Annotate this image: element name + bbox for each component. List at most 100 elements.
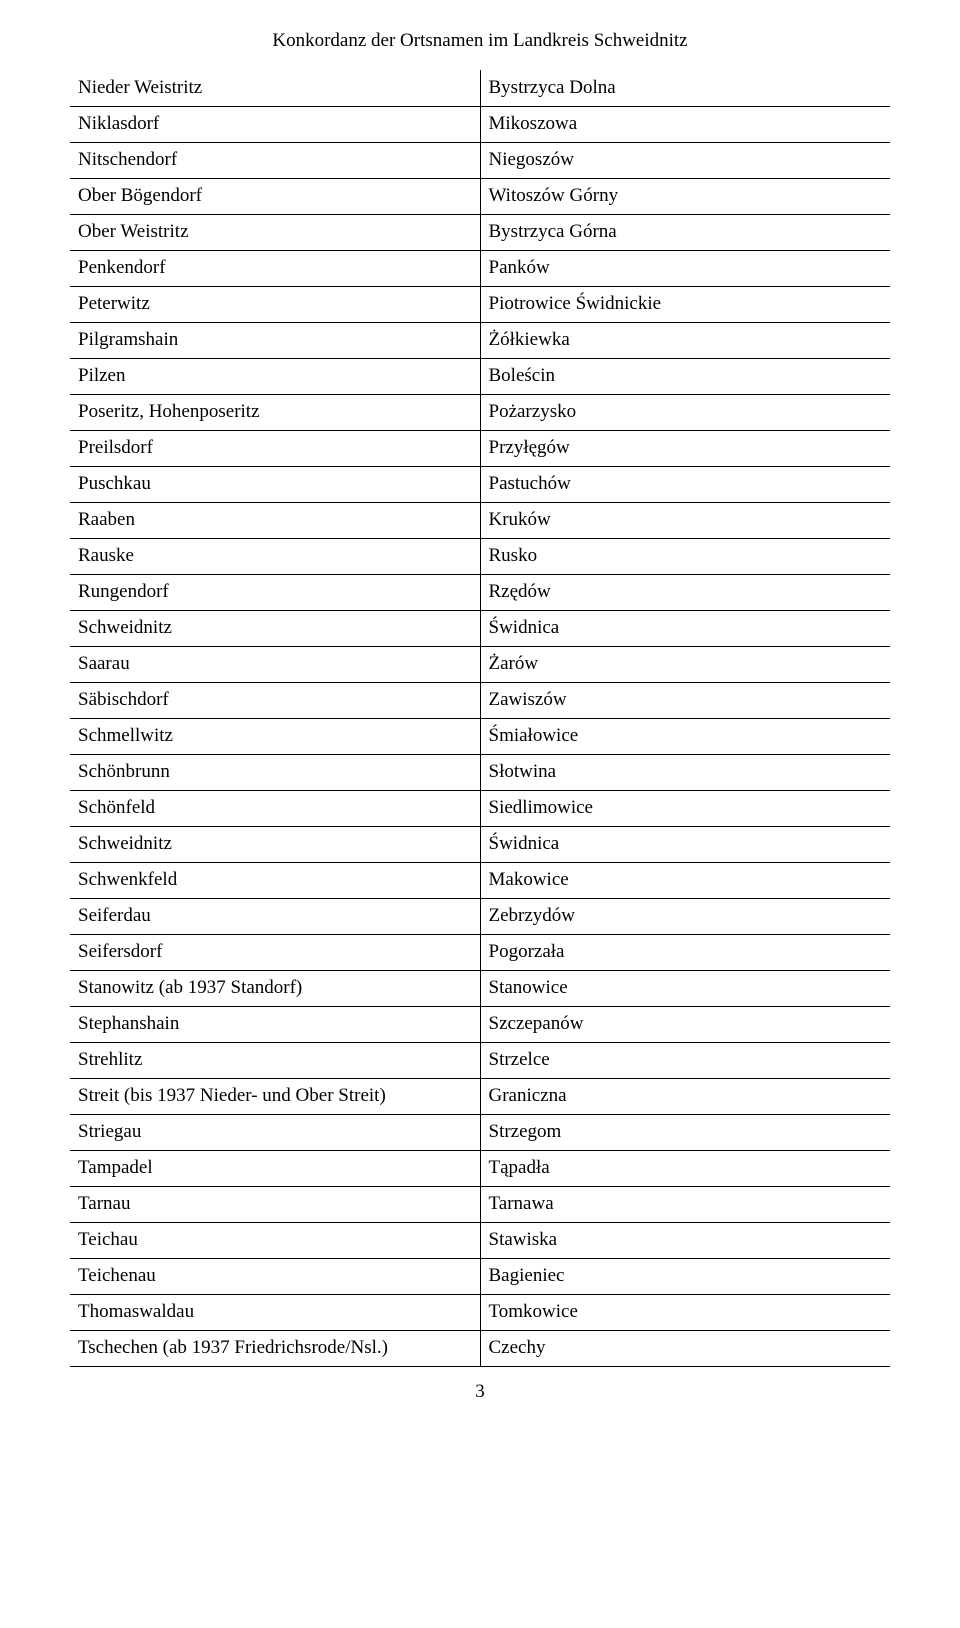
german-name-cell: Teichenau [70,1258,480,1294]
polish-name-cell: Panków [480,250,890,286]
table-row: StephanshainSzczepanów [70,1006,890,1042]
page-number: 3 [70,1381,890,1403]
german-name-cell: Niklasdorf [70,106,480,142]
table-row: PenkendorfPanków [70,250,890,286]
polish-name-cell: Słotwina [480,754,890,790]
german-name-cell: Säbischdorf [70,682,480,718]
polish-name-cell: Pożarzysko [480,394,890,430]
table-row: SchweidnitzŚwidnica [70,610,890,646]
german-name-cell: Stephanshain [70,1006,480,1042]
german-name-cell: Poseritz, Hohenposeritz [70,394,480,430]
table-row: PeterwitzPiotrowice Świdnickie [70,286,890,322]
polish-name-cell: Świdnica [480,610,890,646]
german-name-cell: Teichau [70,1222,480,1258]
polish-name-cell: Pastuchów [480,466,890,502]
table-row: PilgramshainŻółkiewka [70,322,890,358]
german-name-cell: Schweidnitz [70,826,480,862]
german-name-cell: Striegau [70,1114,480,1150]
german-name-cell: Raaben [70,502,480,538]
table-row: TeichenauBagieniec [70,1258,890,1294]
polish-name-cell: Siedlimowice [480,790,890,826]
polish-name-cell: Strzegom [480,1114,890,1150]
polish-name-cell: Pogorzała [480,934,890,970]
german-name-cell: Rauske [70,538,480,574]
polish-name-cell: Śmiałowice [480,718,890,754]
table-row: Stanowitz (ab 1937 Standorf)Stanowice [70,970,890,1006]
table-row: SeiferdauZebrzydów [70,898,890,934]
polish-name-cell: Szczepanów [480,1006,890,1042]
polish-name-cell: Zebrzydów [480,898,890,934]
table-row: Ober BögendorfWitoszów Górny [70,178,890,214]
german-name-cell: Ober Bögendorf [70,178,480,214]
concordance-table: Nieder WeistritzBystrzyca DolnaNiklasdor… [70,70,890,1367]
concordance-tbody: Nieder WeistritzBystrzyca DolnaNiklasdor… [70,70,890,1366]
polish-name-cell: Graniczna [480,1078,890,1114]
german-name-cell: Rungendorf [70,574,480,610]
german-name-cell: Schweidnitz [70,610,480,646]
german-name-cell: Schönbrunn [70,754,480,790]
table-row: ThomaswaldauTomkowice [70,1294,890,1330]
german-name-cell: Tampadel [70,1150,480,1186]
table-row: Ober WeistritzBystrzyca Górna [70,214,890,250]
german-name-cell: Ober Weistritz [70,214,480,250]
german-name-cell: Schwenkfeld [70,862,480,898]
polish-name-cell: Rusko [480,538,890,574]
table-row: RauskeRusko [70,538,890,574]
german-name-cell: Peterwitz [70,286,480,322]
polish-name-cell: Rzędów [480,574,890,610]
table-row: NitschendorfNiegoszów [70,142,890,178]
german-name-cell: Pilzen [70,358,480,394]
polish-name-cell: Bystrzyca Górna [480,214,890,250]
german-name-cell: Seifersdorf [70,934,480,970]
german-name-cell: Thomaswaldau [70,1294,480,1330]
page-title: Konkordanz der Ortsnamen im Landkreis Sc… [70,30,890,52]
table-row: RungendorfRzędów [70,574,890,610]
polish-name-cell: Żółkiewka [480,322,890,358]
polish-name-cell: Makowice [480,862,890,898]
polish-name-cell: Bagieniec [480,1258,890,1294]
table-row: SchweidnitzŚwidnica [70,826,890,862]
german-name-cell: Schönfeld [70,790,480,826]
polish-name-cell: Czechy [480,1330,890,1366]
polish-name-cell: Stawiska [480,1222,890,1258]
german-name-cell: Pilgramshain [70,322,480,358]
table-row: TeichauStawiska [70,1222,890,1258]
german-name-cell: Preilsdorf [70,430,480,466]
polish-name-cell: Bystrzyca Dolna [480,70,890,106]
polish-name-cell: Piotrowice Świdnickie [480,286,890,322]
table-row: StrehlitzStrzelce [70,1042,890,1078]
german-name-cell: Seiferdau [70,898,480,934]
german-name-cell: Nieder Weistritz [70,70,480,106]
polish-name-cell: Świdnica [480,826,890,862]
table-row: SchwenkfeldMakowice [70,862,890,898]
german-name-cell: Stanowitz (ab 1937 Standorf) [70,970,480,1006]
german-name-cell: Strehlitz [70,1042,480,1078]
polish-name-cell: Zawiszów [480,682,890,718]
german-name-cell: Tschechen (ab 1937 Friedrichsrode/Nsl.) [70,1330,480,1366]
table-row: SchmellwitzŚmiałowice [70,718,890,754]
polish-name-cell: Przyłęgów [480,430,890,466]
german-name-cell: Schmellwitz [70,718,480,754]
german-name-cell: Puschkau [70,466,480,502]
polish-name-cell: Witoszów Górny [480,178,890,214]
polish-name-cell: Tarnawa [480,1186,890,1222]
german-name-cell: Nitschendorf [70,142,480,178]
table-row: NiklasdorfMikoszowa [70,106,890,142]
table-row: Nieder WeistritzBystrzyca Dolna [70,70,890,106]
table-row: SeifersdorfPogorzała [70,934,890,970]
table-row: PilzenBoleścin [70,358,890,394]
table-row: Streit (bis 1937 Nieder- und Ober Streit… [70,1078,890,1114]
german-name-cell: Saarau [70,646,480,682]
polish-name-cell: Mikoszowa [480,106,890,142]
polish-name-cell: Strzelce [480,1042,890,1078]
table-row: PreilsdorfPrzyłęgów [70,430,890,466]
polish-name-cell: Żarów [480,646,890,682]
polish-name-cell: Kruków [480,502,890,538]
polish-name-cell: Tąpadła [480,1150,890,1186]
german-name-cell: Streit (bis 1937 Nieder- und Ober Streit… [70,1078,480,1114]
table-row: SaarauŻarów [70,646,890,682]
table-row: TampadelTąpadła [70,1150,890,1186]
polish-name-cell: Boleścin [480,358,890,394]
table-row: SchönbrunnSłotwina [70,754,890,790]
table-row: Tschechen (ab 1937 Friedrichsrode/Nsl.)C… [70,1330,890,1366]
